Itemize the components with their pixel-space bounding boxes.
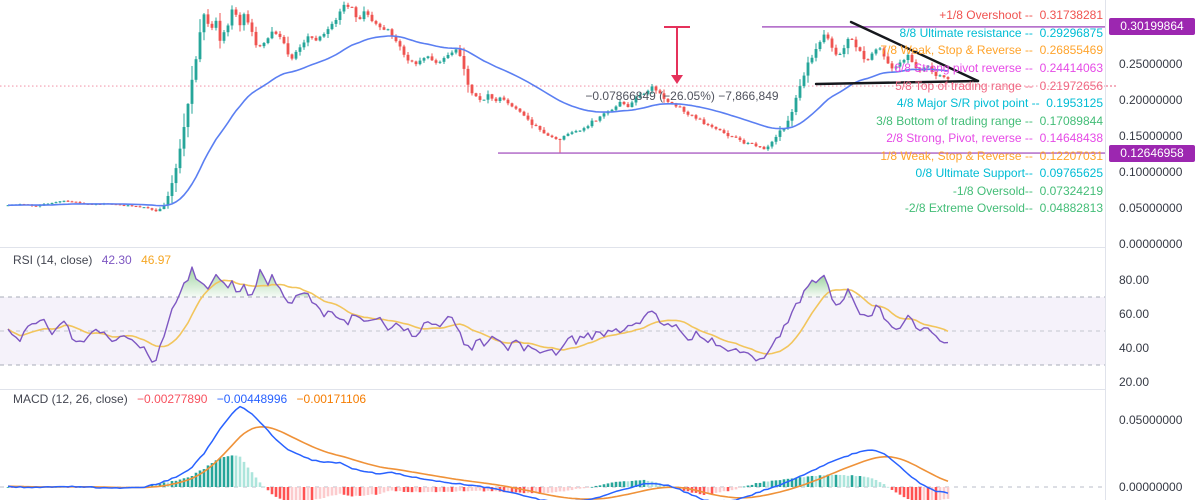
macd-line-value: −0.00448996	[216, 392, 288, 406]
macd-indicator-pane[interactable]	[0, 389, 1105, 500]
pane-separator[interactable]	[0, 247, 1200, 248]
macd-signal-line	[7, 426, 949, 500]
rsi-smooth-value: 46.97	[141, 253, 172, 267]
main-price-chart[interactable]	[0, 0, 1105, 247]
rsi-pane-legend: RSI (14, close) 42.30 46.97	[13, 253, 177, 267]
rsi-smoothing-line	[7, 279, 949, 355]
macd-tick-label: 0.05000000	[1119, 413, 1183, 427]
macd-line	[7, 405, 949, 500]
price-line-badge-upper[interactable]: 0.30199864	[1109, 18, 1195, 36]
triangle-drawing	[814, 20, 980, 86]
price-tick-label: 0.00000000	[1119, 237, 1183, 251]
macd-pane-legend: MACD (12, 26, close) −0.00277890 −0.0044…	[13, 392, 372, 406]
macd-title: MACD (12, 26, close)	[13, 392, 128, 406]
rsi-line	[7, 266, 949, 363]
rsi-tick-label: 80.00	[1119, 273, 1150, 287]
macd-tick-label: 0.00000000	[1119, 480, 1183, 494]
price-scale-axis[interactable]: 0.30199864 0.12646958 0.25000000 0.200000…	[1105, 0, 1200, 500]
price-tick-label: 0.05000000	[1119, 201, 1183, 216]
dotted-level-axis-tick	[1106, 85, 1116, 88]
measure-arrow	[664, 26, 690, 84]
price-tick-label: 0.25000000	[1119, 57, 1183, 72]
rsi-overbought-fill	[178, 267, 852, 297]
price-line-badge-lower[interactable]: 0.12646958	[1109, 144, 1195, 162]
price-tick-label: 0.15000000	[1119, 129, 1183, 144]
macd-histogram-value: −0.00277890	[137, 392, 208, 406]
macd-histogram-layer	[6, 455, 950, 500]
rsi-title: RSI (14, close)	[13, 253, 93, 267]
rsi-tick-label: 40.00	[1119, 341, 1150, 355]
rsi-tick-label: 60.00	[1119, 307, 1150, 321]
rsi-value: 42.30	[101, 253, 132, 267]
candles-layer	[6, 1, 950, 212]
measure-annotation-text[interactable]: −0.07866849 (−26.05%) −7,866,849	[585, 89, 779, 103]
pane-separator[interactable]	[0, 389, 1200, 390]
moving-average-line	[8, 35, 949, 207]
price-tick-label: 0.10000000	[1119, 165, 1183, 180]
macd-signal-value: −0.00171106	[296, 392, 367, 406]
price-tick-label: 0.20000000	[1119, 93, 1183, 108]
rsi-indicator-pane[interactable]	[0, 247, 1105, 389]
rsi-tick-label: 20.00	[1119, 375, 1150, 389]
